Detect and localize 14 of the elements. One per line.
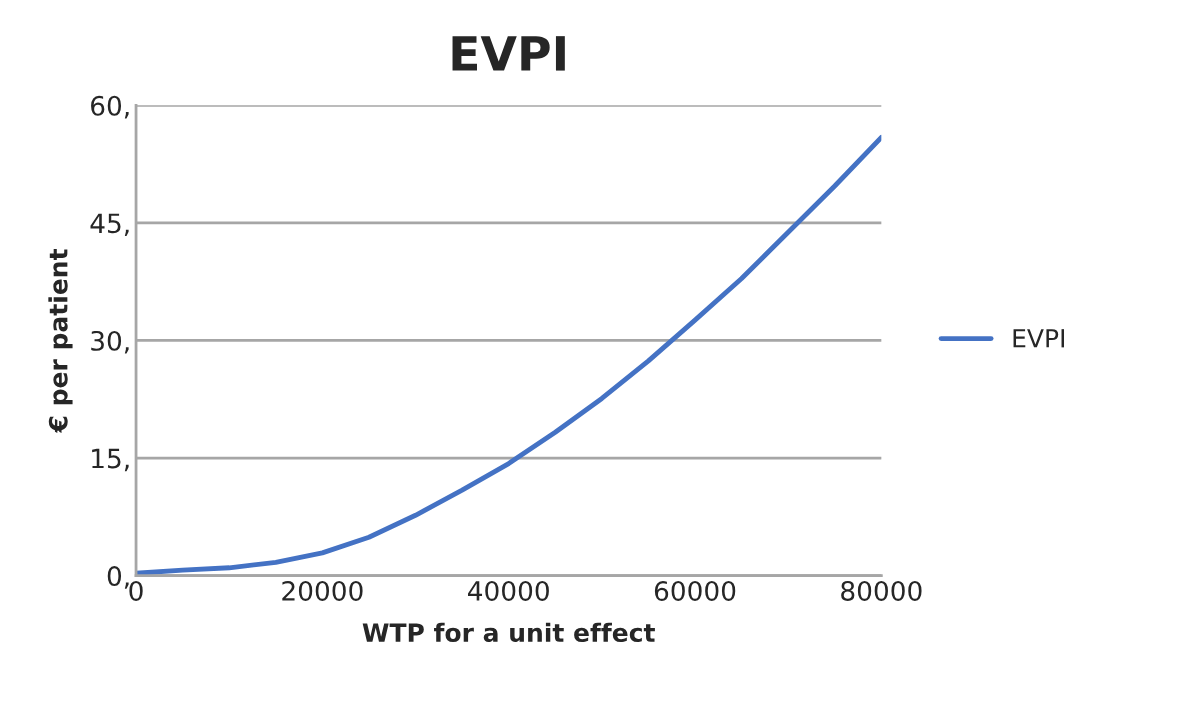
y-tick-label: 0, [107,566,129,589]
x-tick-label: 60000 [654,580,736,601]
y-axis-title: € per patient [48,249,73,433]
chart-title: EVPI [452,36,565,71]
y-tick-label: 45, [90,213,129,236]
y-tick-label: 60, [91,95,129,119]
legend-label: EVPI [1013,329,1064,348]
x-tick-label: 80000 [841,580,922,601]
y-tick-label: 15, [92,448,129,472]
x-axis-title: WTP for a unit effect [362,622,655,643]
y-tick-label: 30, [91,330,129,354]
x-tick-label: 0 [129,580,143,601]
x-tick-label: 40000 [468,580,549,601]
x-tick-label: 20000 [282,580,363,601]
